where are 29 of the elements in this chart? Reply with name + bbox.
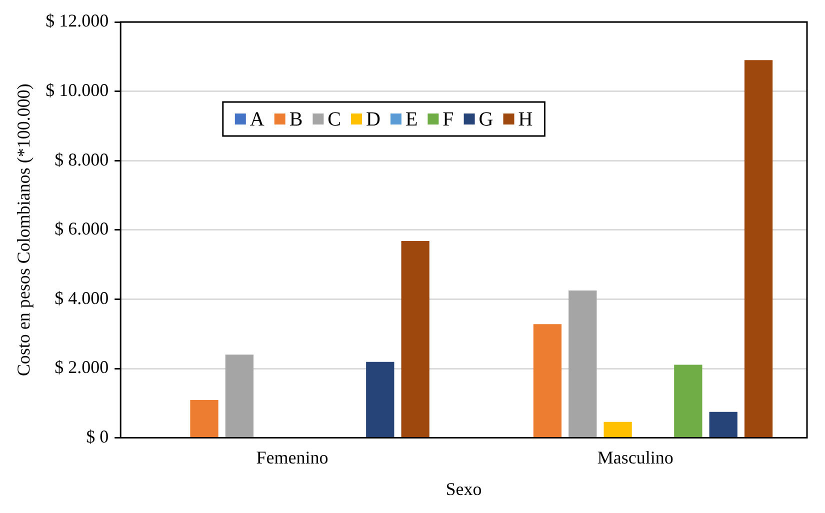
- bar: [366, 362, 394, 438]
- legend-label: D: [366, 108, 380, 130]
- y-tick-label: $ 8.000: [54, 149, 109, 170]
- y-axis-title: Costo en pesos Colombianos (*100.000): [14, 84, 34, 376]
- legend-label: H: [518, 108, 533, 130]
- legend-label: E: [405, 108, 418, 130]
- bar: [225, 354, 254, 438]
- legend-label: A: [250, 108, 265, 130]
- legend-label: B: [289, 108, 303, 130]
- y-tick-label: $ 10.000: [46, 80, 109, 100]
- bar: [190, 400, 218, 438]
- y-tick-label: $ 2.000: [54, 357, 109, 378]
- bar: [568, 290, 597, 438]
- legend-label: F: [442, 108, 454, 130]
- legend-label: C: [328, 108, 342, 130]
- bar: [401, 240, 430, 438]
- bar: [604, 422, 632, 438]
- bar: [533, 324, 562, 438]
- bar: [709, 412, 738, 438]
- x-axis-title: Sexo: [446, 478, 482, 499]
- y-tick-label: $ 6.000: [54, 218, 109, 239]
- x-tick-label: Femenino: [256, 447, 328, 468]
- y-tick-label: $ 4.000: [54, 288, 109, 308]
- y-tick-label: $ 0: [86, 426, 109, 447]
- x-tick-label: Masculino: [597, 447, 674, 468]
- bar: [674, 364, 702, 438]
- bar: [744, 60, 773, 438]
- y-tick-label: $ 12.000: [46, 10, 109, 31]
- legend-label: G: [478, 108, 494, 130]
